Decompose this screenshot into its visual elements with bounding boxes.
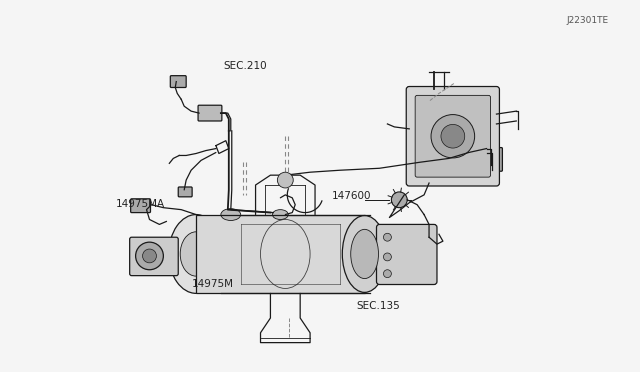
Ellipse shape xyxy=(221,209,241,221)
FancyBboxPatch shape xyxy=(406,87,499,186)
Text: 14975M: 14975M xyxy=(192,279,234,289)
Circle shape xyxy=(383,253,392,261)
FancyBboxPatch shape xyxy=(170,76,186,87)
Circle shape xyxy=(392,192,407,208)
Ellipse shape xyxy=(273,210,288,219)
Text: 14975MA: 14975MA xyxy=(116,199,165,209)
Text: 147600: 147600 xyxy=(332,191,371,201)
Text: J22301TE: J22301TE xyxy=(566,16,608,25)
Circle shape xyxy=(143,249,156,263)
Text: SEC.210: SEC.210 xyxy=(223,61,267,71)
Ellipse shape xyxy=(342,215,387,292)
FancyBboxPatch shape xyxy=(486,148,502,171)
FancyBboxPatch shape xyxy=(131,199,150,212)
Circle shape xyxy=(441,124,465,148)
Ellipse shape xyxy=(169,215,223,294)
FancyBboxPatch shape xyxy=(130,237,179,276)
Text: SEC.135: SEC.135 xyxy=(356,301,401,311)
Ellipse shape xyxy=(180,232,212,276)
Ellipse shape xyxy=(351,230,378,279)
FancyBboxPatch shape xyxy=(198,105,222,121)
FancyBboxPatch shape xyxy=(196,215,365,294)
Circle shape xyxy=(383,233,392,241)
Circle shape xyxy=(277,172,293,188)
Circle shape xyxy=(431,115,475,158)
FancyBboxPatch shape xyxy=(376,224,437,285)
Circle shape xyxy=(383,270,392,278)
Circle shape xyxy=(136,242,163,270)
FancyBboxPatch shape xyxy=(415,95,490,177)
FancyBboxPatch shape xyxy=(179,187,192,197)
